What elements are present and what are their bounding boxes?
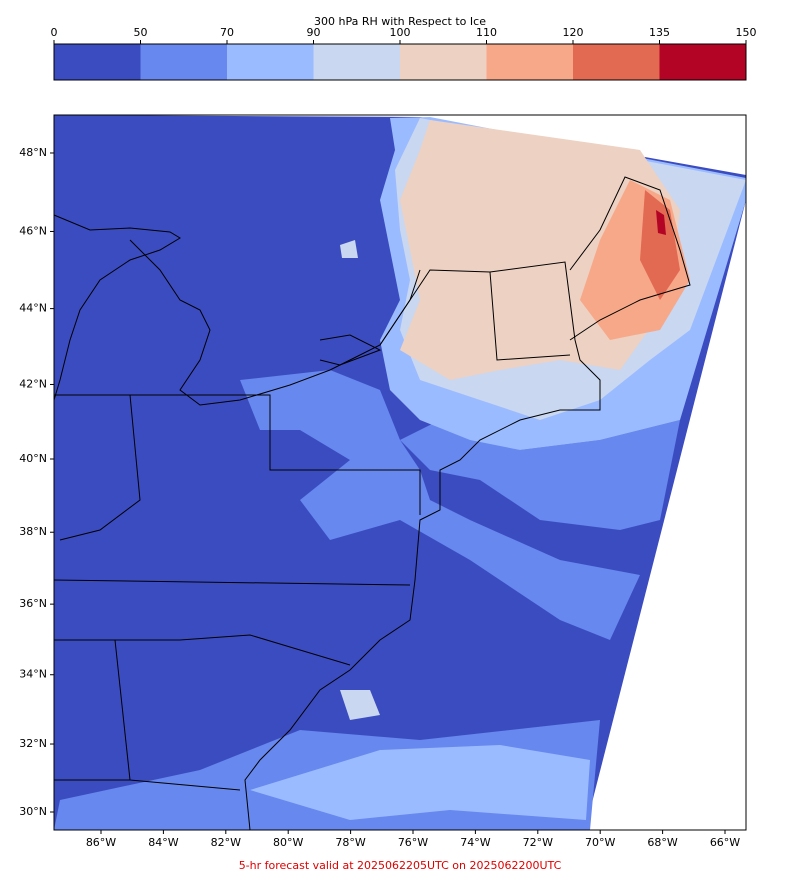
lon-tick-label: 76°W bbox=[398, 836, 428, 849]
colorbar-tick-label: 150 bbox=[736, 26, 757, 39]
footer: 5-hr forecast valid at 2025062205UTC on … bbox=[239, 859, 562, 872]
lon-tick-label: 72°W bbox=[523, 836, 553, 849]
colorbar-segment bbox=[313, 44, 400, 80]
lon-tick-label: 78°W bbox=[335, 836, 365, 849]
lat-tick-label: 36°N bbox=[19, 597, 47, 610]
lat-tick-label: 30°N bbox=[19, 805, 47, 818]
lon-tick-label: 84°W bbox=[148, 836, 178, 849]
colorbar-tick-label: 100 bbox=[390, 26, 411, 39]
coastlines bbox=[53, 176, 691, 831]
colorbar-segment bbox=[140, 44, 227, 80]
colorbar-tick-label: 50 bbox=[134, 26, 148, 39]
lat-tick-label: 42°N bbox=[19, 377, 47, 390]
lat-tick-label: 48°N bbox=[19, 146, 47, 159]
colorbar-tick-label: 110 bbox=[476, 26, 497, 39]
lat-tick-label: 40°N bbox=[19, 452, 47, 465]
lon-tick-label: 82°W bbox=[211, 836, 241, 849]
colorbar-tick-label: 0 bbox=[51, 26, 58, 39]
lat-tick-label: 32°N bbox=[19, 737, 47, 750]
colorbar-segment bbox=[400, 44, 487, 80]
colorbar-segment bbox=[227, 44, 314, 80]
colorbar-segment bbox=[54, 44, 141, 80]
colorbar-segment bbox=[659, 44, 746, 80]
lon-tick-label: 66°W bbox=[710, 836, 740, 849]
lon-tick-label: 74°W bbox=[460, 836, 490, 849]
colorbar: 0 50 70 90 100 110 120 135 150 bbox=[51, 26, 757, 81]
colorbar-tick-label: 120 bbox=[563, 26, 584, 39]
lon-tick-label: 86°W bbox=[86, 836, 116, 849]
map-frame bbox=[53, 114, 747, 831]
lat-tick-label: 44°N bbox=[19, 302, 47, 315]
colorbar-tick-label: 70 bbox=[220, 26, 234, 39]
colorbar-segment bbox=[486, 44, 573, 80]
lat-tick-label: 46°N bbox=[19, 224, 47, 237]
colorbar-segment bbox=[573, 44, 660, 80]
lat-tick-label: 34°N bbox=[19, 668, 47, 681]
lon-tick-label: 68°W bbox=[647, 836, 677, 849]
colorbar-title: 300 hPa RH with Respect to Ice bbox=[314, 15, 486, 28]
lon-tick-label: 80°W bbox=[273, 836, 303, 849]
colorbar-tick-label: 90 bbox=[307, 26, 321, 39]
map-field bbox=[54, 115, 746, 830]
lon-tick-label: 70°W bbox=[585, 836, 615, 849]
lat-tick-label: 38°N bbox=[19, 525, 47, 538]
colorbar-tick-label: 135 bbox=[649, 26, 670, 39]
